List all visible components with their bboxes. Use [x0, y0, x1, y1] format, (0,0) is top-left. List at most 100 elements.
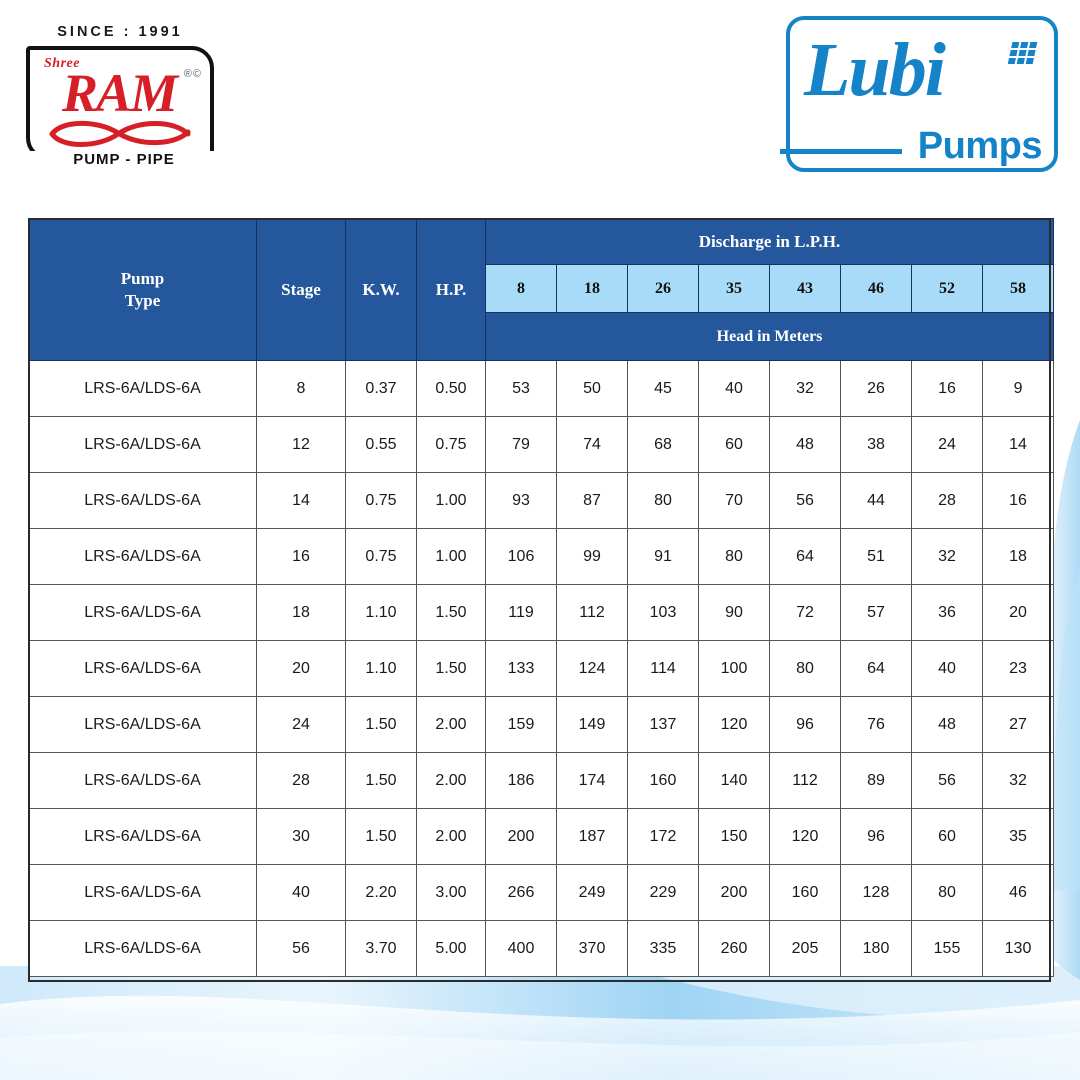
- cell-head-26: 229: [627, 864, 699, 921]
- cell-kw: 0.75: [345, 528, 417, 585]
- cell-head-46: 26: [840, 360, 912, 417]
- cell-head-26: 137: [627, 696, 699, 753]
- cell-head-35: 70: [698, 472, 770, 529]
- lubi-underline-rule: [780, 149, 902, 154]
- cell-stage: 56: [256, 920, 346, 977]
- pump-pipe-tagline: PUMP - PIPE: [30, 151, 218, 168]
- lubi-pumps-tagline: Pumps: [917, 125, 1043, 167]
- cell-head-8: 93: [485, 472, 557, 529]
- bottom-wave-decoration: [0, 966, 1080, 1080]
- cell-head-8: 119: [485, 584, 557, 641]
- cell-head-18: 249: [556, 864, 628, 921]
- cell-pump-type: LRS-6A/LDS-6A: [28, 416, 257, 473]
- cell-head-35: 260: [698, 920, 770, 977]
- page-header: SINCE : 1991 Shree ®© RAM PUMP - PIPE Lu…: [0, 0, 1080, 200]
- table-body: LRS-6A/LDS-6A 8 0.37 0.50 53 50 45 40 32 26 16 9 LRS…: [28, 360, 1055, 977]
- table-row: LRS-6A/LDS-6A 8 0.37 0.50 53 50 45 40 32 26 16 9: [28, 360, 1055, 417]
- header-row-1: Pump Type Stage K.W. H.P. Discharge in L…: [28, 218, 1055, 361]
- cell-pump-type: LRS-6A/LDS-6A: [28, 640, 257, 697]
- cell-stage: 28: [256, 752, 346, 809]
- cell-head-8: 400: [485, 920, 557, 977]
- cell-head-8: 106: [485, 528, 557, 585]
- cell-head-58: 16: [981, 472, 1055, 529]
- cell-head-18: 174: [556, 752, 628, 809]
- cell-head-58: 27: [981, 696, 1055, 753]
- cell-head-18: 87: [556, 472, 628, 529]
- cell-head-35: 80: [698, 528, 770, 585]
- cell-hp: 2.00: [416, 696, 486, 753]
- cell-head-52: 24: [911, 416, 983, 473]
- table-row: LRS-6A/LDS-6A 16 0.75 1.00 106 99 91 80 64 51 32 18: [28, 528, 1055, 585]
- cell-head-46: 76: [840, 696, 912, 753]
- col-header-head-in-meters: Head in Meters: [484, 312, 1055, 361]
- ram-wordmark: RAM: [61, 63, 178, 123]
- cell-head-52: 56: [911, 752, 983, 809]
- cell-head-58: 9: [981, 360, 1055, 417]
- cell-head-46: 96: [840, 808, 912, 865]
- cell-head-43: 56: [769, 472, 841, 529]
- cell-head-46: 38: [840, 416, 912, 473]
- cell-hp: 0.75: [416, 416, 486, 473]
- cell-pump-type: LRS-6A/LDS-6A: [28, 864, 257, 921]
- table-row: LRS-6A/LDS-6A 56 3.70 5.00 400 370 335 260 205 18…: [28, 920, 1055, 977]
- cell-kw: 3.70: [345, 920, 417, 977]
- cell-head-8: 79: [485, 416, 557, 473]
- discharge-col-1: 18: [556, 264, 628, 313]
- discharge-col-3: 35: [698, 264, 770, 313]
- cell-head-35: 60: [698, 416, 770, 473]
- cell-head-18: 187: [556, 808, 628, 865]
- table-row: LRS-6A/LDS-6A 14 0.75 1.00 93 87 80 70 56 44 28 16: [28, 472, 1055, 529]
- cell-head-26: 91: [627, 528, 699, 585]
- cell-kw: 1.50: [345, 808, 417, 865]
- cell-head-8: 266: [485, 864, 557, 921]
- trademark-icon: ®©: [183, 68, 202, 80]
- cell-hp: 0.50: [416, 360, 486, 417]
- col-header-discharge-group: Discharge in L.P.H.: [484, 218, 1055, 265]
- cell-head-8: 133: [485, 640, 557, 697]
- discharge-col-0: 8: [485, 264, 557, 313]
- cell-stage: 14: [256, 472, 346, 529]
- cell-head-46: 57: [840, 584, 912, 641]
- cell-head-52: 16: [911, 360, 983, 417]
- cell-head-26: 114: [627, 640, 699, 697]
- col-header-pump-type: Pump Type: [28, 218, 257, 361]
- cell-head-52: 80: [911, 864, 983, 921]
- cell-head-43: 160: [769, 864, 841, 921]
- cell-head-26: 45: [627, 360, 699, 417]
- cell-kw: 1.10: [345, 584, 417, 641]
- cell-pump-type: LRS-6A/LDS-6A: [28, 808, 257, 865]
- cell-head-43: 120: [769, 808, 841, 865]
- cell-head-18: 124: [556, 640, 628, 697]
- cell-head-26: 103: [627, 584, 699, 641]
- cell-pump-type: LRS-6A/LDS-6A: [28, 472, 257, 529]
- cell-head-52: 28: [911, 472, 983, 529]
- cell-head-52: 155: [911, 920, 983, 977]
- cell-head-26: 160: [627, 752, 699, 809]
- col-header-hp: H.P.: [416, 218, 486, 361]
- since-label: SINCE : 1991: [57, 24, 183, 40]
- shree-label: Shree: [44, 56, 80, 71]
- table-row: LRS-6A/LDS-6A 40 2.20 3.00 266 249 229 200 160 12…: [28, 864, 1055, 921]
- shree-ram-logo: SINCE : 1991 Shree ®© RAM PUMP - PIPE: [22, 24, 218, 168]
- cell-pump-type: LRS-6A/LDS-6A: [28, 752, 257, 809]
- table-row: LRS-6A/LDS-6A 24 1.50 2.00 159 149 137 120 96 76 4…: [28, 696, 1055, 753]
- ram-swirl-icon: [49, 120, 191, 147]
- cell-head-43: 112: [769, 752, 841, 809]
- cell-head-58: 20: [981, 584, 1055, 641]
- cell-head-35: 140: [698, 752, 770, 809]
- cell-head-58: 130: [981, 920, 1055, 977]
- discharge-col-4: 43: [769, 264, 841, 313]
- cell-head-52: 48: [911, 696, 983, 753]
- cell-hp: 3.00: [416, 864, 486, 921]
- cell-head-58: 18: [981, 528, 1055, 585]
- cell-pump-type: LRS-6A/LDS-6A: [28, 360, 257, 417]
- discharge-col-5: 46: [840, 264, 912, 313]
- cell-stage: 24: [256, 696, 346, 753]
- cell-stage: 8: [256, 360, 346, 417]
- cell-head-35: 150: [698, 808, 770, 865]
- cell-head-35: 40: [698, 360, 770, 417]
- pump-type-line-1: Pump: [120, 269, 165, 289]
- cell-head-46: 44: [840, 472, 912, 529]
- cell-head-43: 96: [769, 696, 841, 753]
- cell-pump-type: LRS-6A/LDS-6A: [28, 528, 257, 585]
